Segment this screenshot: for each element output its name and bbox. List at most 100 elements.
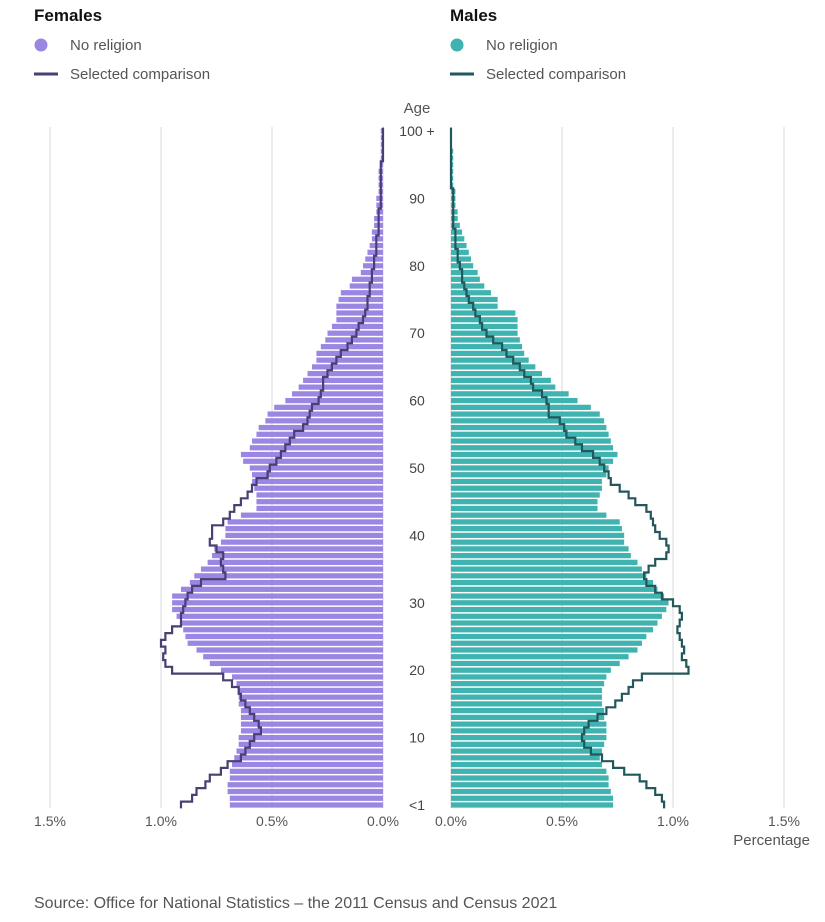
female-bar-age-78	[351, 276, 383, 282]
male-bar-age-35	[451, 566, 642, 572]
age-tick-7: 70	[409, 325, 425, 341]
female-bar-age-77	[349, 283, 383, 289]
male-comparison-line	[449, 127, 690, 809]
male-bar-age-49	[451, 472, 607, 478]
female-bar-age-57	[265, 418, 383, 424]
male-bar-age-33	[451, 579, 654, 586]
male-bar-age-18	[451, 681, 605, 687]
x-tick-left-3: 0.0%	[367, 813, 399, 829]
male-bar-age-67	[451, 350, 525, 357]
male-bar-age-43	[451, 512, 607, 518]
male-bar-age-40	[451, 532, 625, 539]
x-tick-right-0: 0.0%	[435, 813, 467, 829]
female-bar-age-99	[380, 135, 383, 141]
male-bar-age-76	[451, 290, 491, 296]
female-bar-age-54	[252, 438, 383, 444]
female-bar-age-76	[340, 290, 383, 296]
female-bar-age-65	[311, 364, 383, 370]
female-bar-age-30	[172, 600, 383, 606]
male-bar-age-28	[451, 613, 662, 619]
male-bar-age-31	[451, 593, 665, 599]
male-bar-age-57	[451, 418, 605, 424]
male-bar-age-22	[451, 654, 629, 660]
male-bar-age-39	[451, 539, 625, 545]
female-bar-age-60	[285, 397, 383, 404]
female-bar-age-23	[196, 647, 383, 653]
female-bar-age-12	[240, 721, 383, 727]
female-bar-age-19	[232, 674, 383, 680]
female-bar-age-97	[380, 148, 383, 154]
legend-females-title: Females	[34, 6, 102, 25]
legend-males-line-label: Selected comparison	[486, 66, 626, 83]
male-bar-age-75	[451, 296, 498, 303]
male-bar-age-80	[451, 263, 474, 269]
male-bar-age-32	[451, 586, 658, 592]
female-bar-age-50	[249, 465, 383, 471]
male-bar-age-44	[451, 505, 598, 512]
male-bar-age-81	[451, 256, 471, 262]
female-bar-age-6	[232, 761, 383, 768]
legend-females-bar-swatch	[34, 38, 48, 52]
male-bar-age-2	[451, 788, 611, 795]
age-tick-0: <1	[409, 797, 425, 813]
female-bar-age-75	[338, 296, 383, 303]
female-bar-age-5	[229, 768, 383, 774]
female-bar-age-43	[240, 512, 383, 518]
male-bar-age-42	[451, 519, 620, 525]
male-bar-age-63	[451, 377, 551, 384]
female-bar-age-11	[240, 728, 383, 734]
female-bar-age-49	[252, 472, 383, 478]
female-bar-age-72	[336, 317, 383, 323]
male-bar-age-60	[451, 397, 578, 404]
x-tick-left-1: 1.0%	[145, 813, 177, 829]
male-bar-age-29	[451, 606, 667, 613]
female-bar-age-8	[236, 748, 383, 754]
female-bar-age-22	[203, 654, 383, 660]
male-bar-age-83	[451, 242, 467, 249]
male-bar-age-45	[451, 499, 598, 505]
legend-females: Females No religion Selected comparison	[34, 6, 210, 83]
male-bar-age-84	[451, 236, 465, 242]
female-bar-age-29	[172, 606, 383, 613]
female-bar-age-68	[320, 344, 383, 350]
female-bar-age-13	[240, 714, 383, 721]
male-bar-age-69	[451, 337, 520, 343]
female-bar-age-48	[252, 478, 383, 485]
male-bar-age-70	[451, 330, 518, 336]
male-bar-age-62	[451, 384, 556, 390]
female-bar-age-24	[187, 640, 383, 646]
male-bar-age-17	[451, 687, 602, 694]
male-bar-age-20	[451, 667, 611, 673]
male-bar-age-13	[451, 714, 605, 721]
age-tick-6: 60	[409, 393, 425, 409]
female-bar-age-96	[380, 155, 383, 161]
male-bar-age-21	[451, 660, 620, 667]
male-bar-age-47	[451, 485, 602, 491]
male-bar-age-12	[451, 721, 607, 727]
male-bar-age-65	[451, 364, 536, 370]
female-bar-age-10	[238, 734, 383, 741]
female-bar-age-47	[254, 485, 383, 491]
male-bar-age-9	[451, 741, 605, 747]
female-bar-age-1	[229, 795, 383, 801]
female-bar-age-46	[256, 492, 383, 498]
female-bar-age-17	[238, 687, 383, 694]
female-bar-age-4	[229, 775, 383, 781]
female-bar-age-89	[376, 202, 383, 208]
female-bar-age-33	[189, 579, 383, 586]
female-bar-age-53	[249, 445, 383, 451]
female-bar-age-25	[185, 633, 383, 640]
female-bar-age-0	[229, 802, 383, 808]
male-bar-age-85	[451, 229, 463, 235]
male-bar-age-26	[451, 627, 654, 633]
female-bars-group	[172, 128, 383, 808]
male-bar-age-58	[451, 411, 600, 417]
male-bar-age-86	[451, 222, 460, 228]
female-bar-age-31	[172, 593, 383, 599]
female-bar-age-39	[220, 539, 383, 545]
female-bar-age-44	[256, 505, 383, 512]
male-bar-age-10	[451, 734, 607, 741]
female-bar-age-20	[220, 667, 383, 673]
age-tick-5: 50	[409, 460, 425, 476]
female-bar-age-63	[303, 377, 383, 384]
